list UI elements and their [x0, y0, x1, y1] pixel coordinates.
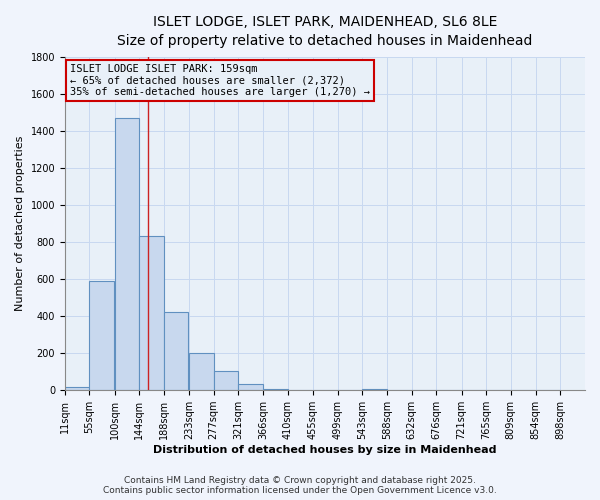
Bar — [238, 384, 263, 390]
Bar — [115, 118, 139, 390]
Bar — [164, 312, 188, 390]
Bar — [214, 371, 238, 390]
X-axis label: Distribution of detached houses by size in Maidenhead: Distribution of detached houses by size … — [153, 445, 497, 455]
Y-axis label: Number of detached properties: Number of detached properties — [15, 136, 25, 311]
Text: Contains HM Land Registry data © Crown copyright and database right 2025.
Contai: Contains HM Land Registry data © Crown c… — [103, 476, 497, 495]
Text: ISLET LODGE ISLET PARK: 159sqm
← 65% of detached houses are smaller (2,372)
35% : ISLET LODGE ISLET PARK: 159sqm ← 65% of … — [70, 64, 370, 97]
Bar — [139, 236, 164, 390]
Bar — [65, 388, 89, 390]
Bar — [89, 281, 114, 390]
Bar — [189, 353, 214, 390]
Title: ISLET LODGE, ISLET PARK, MAIDENHEAD, SL6 8LE
Size of property relative to detach: ISLET LODGE, ISLET PARK, MAIDENHEAD, SL6… — [117, 15, 533, 48]
